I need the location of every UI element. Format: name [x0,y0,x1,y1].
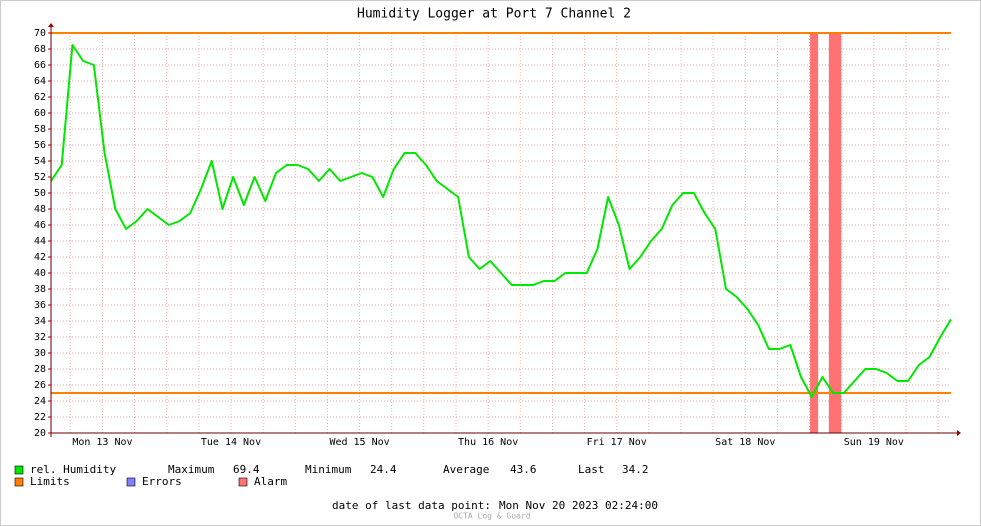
legend-label: Alarm [254,475,287,488]
y-tick-label: 50 [34,188,46,199]
plot-area [51,33,951,433]
x-tick-label: Mon 13 Nov [72,437,132,448]
legend-label: rel. Humidity [30,463,116,476]
y-tick-label: 28 [34,364,46,375]
stat-value: 34.2 [622,463,649,476]
footer-label: date of last data point: [332,499,491,512]
footer-value: Mon Nov 20 2023 02:24:00 [499,499,658,512]
legend-swatch [14,465,24,475]
y-tick-label: 56 [34,140,46,151]
y-tick-label: 32 [34,332,46,343]
stat-label: Average [443,463,489,476]
legend-swatch [126,477,136,487]
y-tick-label: 30 [34,348,46,359]
x-tick-label: Sun 19 Nov [844,437,904,448]
x-tick-label: Fri 17 Nov [587,437,647,448]
legend-label: Errors [142,475,182,488]
y-tick-label: 70 [34,28,46,39]
y-tick-label: 42 [34,252,46,263]
axis-arrow [957,430,961,436]
stat-value: 24.4 [370,463,397,476]
chart-title: Humidity Logger at Port 7 Channel 2 [357,7,631,22]
y-tick-label: 68 [34,44,46,55]
y-tick-label: 58 [34,124,46,135]
y-tick-label: 60 [34,108,46,119]
watermark: OCTA Log & Guard [453,512,530,521]
x-tick-label: Sat 18 Nov [715,437,775,448]
data-line [50,44,952,398]
legend-label: Limits [30,475,70,488]
y-tick-label: 38 [34,284,46,295]
stat-label: Maximum [168,463,215,476]
x-tick-label: Tue 14 Nov [201,437,261,448]
y-tick-label: 36 [34,300,46,311]
x-tick-label: Thu 16 Nov [458,437,518,448]
legend-swatch [14,477,24,487]
y-tick-label: 66 [34,60,46,71]
y-tick-label: 26 [34,380,46,391]
stat-label: Last [578,463,605,476]
y-tick-label: 64 [34,76,46,87]
y-tick-label: 22 [34,412,46,423]
stat-label: Minimum [305,463,352,476]
axis-arrow [48,23,54,27]
y-tick-label: 34 [34,316,46,327]
stat-value: 43.6 [510,463,537,476]
y-tick-label: 54 [34,156,46,167]
x-tick-label: Wed 15 Nov [329,437,389,448]
y-tick-label: 62 [34,92,46,103]
legend-swatch [238,477,248,487]
stat-value: 69.4 [233,463,260,476]
y-tick-label: 46 [34,220,46,231]
y-tick-label: 20 [34,428,46,439]
y-tick-label: 40 [34,268,46,279]
y-tick-label: 24 [34,396,46,407]
y-tick-label: 52 [34,172,46,183]
alarm-band [810,33,819,433]
y-tick-label: 44 [34,236,46,247]
alarm-band [828,33,842,433]
y-tick-label: 48 [34,204,46,215]
